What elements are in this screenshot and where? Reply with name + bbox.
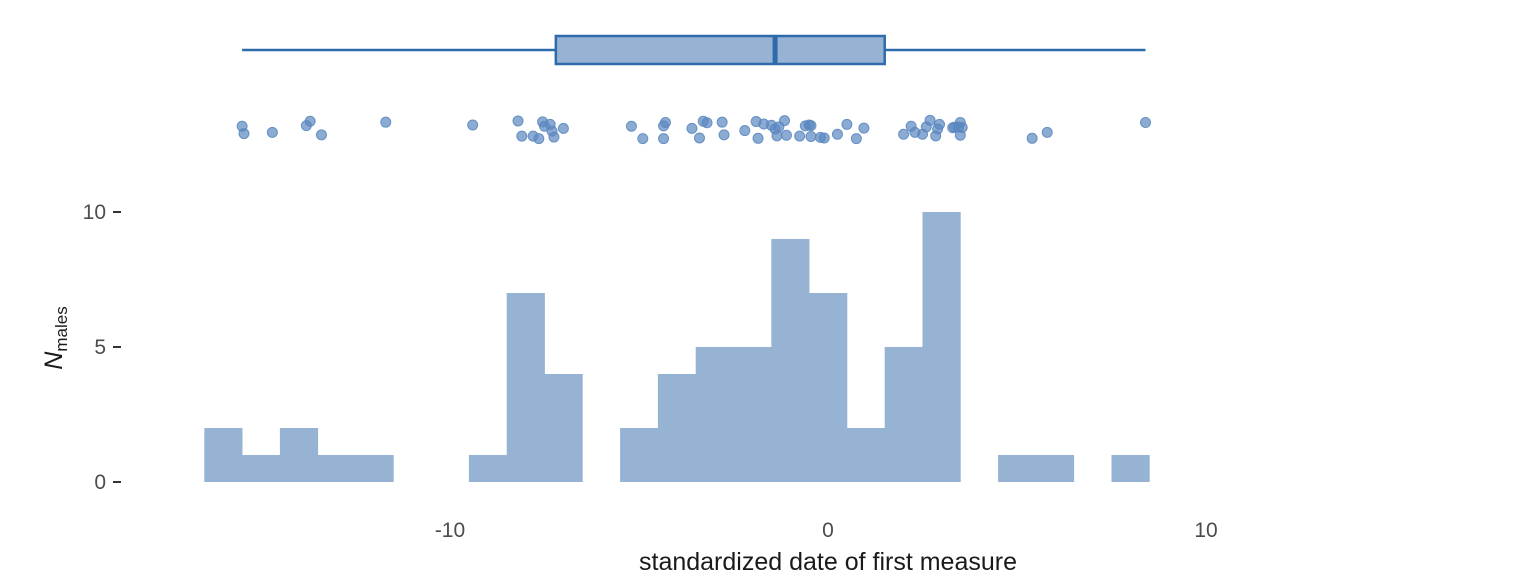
histogram-bar <box>506 293 545 482</box>
histogram-bar <box>1111 455 1150 482</box>
data-point <box>300 120 312 132</box>
data-point <box>716 116 728 128</box>
x-axis-title: standardized date of first measure <box>639 548 1017 576</box>
data-point <box>625 120 637 132</box>
data-point <box>1041 126 1053 138</box>
data-point <box>818 132 830 144</box>
data-point <box>693 132 705 144</box>
jitter-points <box>236 114 1152 145</box>
data-point <box>794 130 806 142</box>
data-point <box>805 120 817 132</box>
histogram-bar <box>620 428 659 482</box>
histogram-bar <box>544 374 583 482</box>
y-axis-title-subscript: males <box>52 306 71 351</box>
data-point <box>771 130 783 142</box>
y-axis-title-main: N <box>40 351 68 370</box>
data-point <box>954 129 966 141</box>
y-tick-label: 5 <box>94 336 106 359</box>
data-point <box>266 126 278 138</box>
x-tick-label: 10 <box>1194 519 1217 542</box>
boxplot <box>242 34 1146 66</box>
histogram-bar <box>355 455 394 482</box>
data-point <box>658 120 670 132</box>
x-tick-label: -10 <box>435 519 465 542</box>
histogram-bar <box>279 428 319 482</box>
histogram-bar <box>468 455 508 482</box>
data-point <box>658 133 670 145</box>
y-axis: 0 5 10 <box>83 201 121 494</box>
data-point <box>739 125 751 137</box>
data-point <box>701 117 713 129</box>
histogram-bar <box>771 239 810 482</box>
y-tick-label: 0 <box>94 471 106 494</box>
data-point <box>380 116 392 128</box>
data-point <box>841 118 853 130</box>
y-tick-label: 10 <box>83 201 106 224</box>
histogram-bar <box>1035 455 1075 482</box>
data-point <box>467 119 479 131</box>
x-axis: -10 0 10 <box>435 519 1218 542</box>
histogram-bar <box>657 374 697 482</box>
data-point <box>858 122 870 134</box>
histogram-bar <box>695 347 734 482</box>
x-tick-label: 0 <box>822 519 834 542</box>
histogram-bar <box>884 347 923 482</box>
histogram-bar <box>733 347 772 482</box>
data-point <box>779 115 791 127</box>
data-point <box>686 122 698 134</box>
data-point <box>805 130 817 142</box>
data-point <box>637 133 649 145</box>
data-point <box>898 128 910 140</box>
y-axis-title: Nmales <box>40 306 71 369</box>
data-point <box>533 133 545 145</box>
histogram-bar <box>846 428 886 482</box>
data-point <box>1140 116 1152 128</box>
data-point <box>238 128 250 140</box>
histogram-bars <box>204 212 1150 482</box>
data-point <box>1026 132 1038 144</box>
data-point <box>718 129 730 141</box>
data-point <box>831 128 843 140</box>
data-point <box>512 115 524 127</box>
histogram-bar <box>242 455 281 482</box>
data-point <box>315 129 327 141</box>
data-point <box>516 130 528 142</box>
histogram-bar <box>317 455 356 482</box>
data-point <box>780 129 792 141</box>
data-point <box>548 131 560 143</box>
histogram-bar <box>998 455 1037 482</box>
boxplot-box <box>554 34 886 66</box>
data-point <box>557 122 569 134</box>
histogram-bar <box>809 293 848 482</box>
histogram-bar <box>204 428 243 482</box>
data-point <box>924 114 936 126</box>
data-point <box>850 133 862 145</box>
data-point <box>934 118 946 130</box>
data-point <box>752 132 764 144</box>
histogram-bar <box>922 212 961 482</box>
